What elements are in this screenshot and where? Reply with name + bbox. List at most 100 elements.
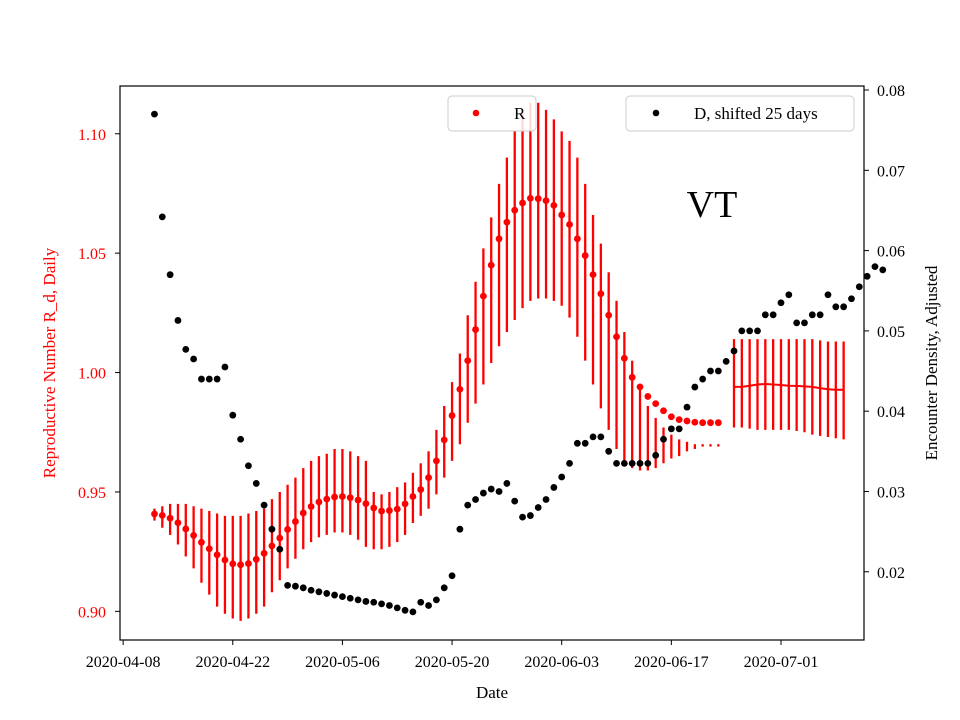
d-series-point	[386, 602, 393, 609]
d-series-point	[754, 327, 761, 335]
d-series-point	[260, 501, 268, 509]
r-series-point	[205, 545, 213, 553]
d-series-point	[174, 317, 182, 324]
d-series-point	[401, 606, 409, 614]
x-tick-label: 2020-04-22	[195, 654, 270, 671]
d-series-point	[660, 435, 667, 443]
d-series-point	[425, 602, 432, 609]
y-right-tick-label: 0.05	[877, 324, 905, 341]
d-series-point	[620, 459, 628, 467]
d-series-point	[840, 303, 848, 311]
r-series-point	[667, 413, 675, 421]
d-series-point	[707, 367, 714, 375]
r-series-point	[346, 494, 354, 502]
y-left-tick-label: 0.90	[78, 604, 106, 621]
y-axis-left-label: Reproductive Number R_d, Daily	[40, 247, 59, 478]
y-left-tick-label: 0.95	[78, 485, 106, 502]
r-series-point	[707, 419, 714, 427]
legend-r-box	[447, 95, 537, 132]
d-series-point	[628, 459, 636, 467]
d-series-point	[566, 459, 573, 467]
d-series-point	[613, 459, 620, 467]
r-series-point	[284, 526, 291, 533]
r-series-point	[448, 412, 456, 419]
r-series-point	[166, 514, 174, 522]
r-series-point	[519, 199, 526, 207]
d-series-point	[268, 525, 276, 533]
d-series-point	[848, 295, 855, 303]
d-series-point	[229, 411, 237, 419]
r-projection-line	[734, 382, 844, 391]
y-left-tick-label: 1.05	[78, 246, 106, 263]
d-series-point	[785, 291, 793, 299]
r-series-point	[432, 457, 440, 465]
d-series-point	[801, 319, 808, 327]
r-series-point	[323, 495, 331, 503]
d-series-point	[432, 596, 440, 604]
r-series-point	[331, 493, 338, 501]
x-tick-label: 2020-06-03	[524, 654, 599, 671]
d-series-point	[370, 598, 378, 606]
d-series-point	[722, 357, 730, 365]
r-series-point	[182, 525, 190, 533]
d-series-point	[589, 433, 597, 441]
r-series-point	[644, 393, 652, 400]
d-series-point	[487, 485, 495, 493]
x-tick-label: 2020-04-08	[86, 654, 161, 671]
r-series-point	[354, 496, 362, 504]
r-series-point	[237, 561, 245, 569]
legend-d-label: D, shifted 25 days	[694, 104, 818, 123]
d-series-point	[346, 594, 354, 602]
r-series-point	[190, 532, 198, 539]
r-series-point	[386, 507, 393, 514]
r-series-point	[589, 271, 597, 279]
d-series-point	[714, 367, 722, 375]
x-tick-label: 2020-07-01	[744, 654, 819, 671]
r-series-point	[268, 542, 276, 550]
d-series-point	[777, 299, 785, 307]
r-series-point	[675, 416, 683, 423]
d-series-point	[237, 435, 245, 443]
d-series-point	[730, 347, 738, 355]
r-series-point	[198, 538, 205, 546]
r-series-point	[487, 261, 495, 269]
y-axis-left: 0.90 0.95 1.00 1.05 1.10	[78, 127, 120, 621]
r-series-point	[542, 197, 550, 205]
r-series-point	[566, 221, 573, 228]
r-series-point	[636, 383, 644, 391]
d-series-point	[863, 272, 871, 280]
x-axis-label: Date	[476, 683, 508, 702]
legend-d-box	[625, 95, 855, 132]
d-series-point	[166, 271, 174, 279]
d-series-point	[683, 403, 691, 411]
r-series-point	[260, 549, 268, 557]
legend-r-marker	[472, 109, 480, 117]
d-series-point	[339, 593, 346, 601]
d-series-point	[205, 375, 213, 383]
d-series-point	[534, 504, 542, 511]
d-series-point	[393, 604, 401, 612]
d-series-point	[550, 484, 558, 491]
d-series-point	[738, 327, 746, 335]
y-right-tick-label: 0.02	[877, 565, 905, 582]
x-tick-label: 2020-06-17	[634, 654, 709, 671]
d-series-point	[644, 459, 652, 467]
x-tick-label: 2020-05-20	[415, 654, 490, 671]
x-tick-label: 2020-05-06	[305, 654, 380, 671]
r-series-point	[472, 326, 479, 333]
d-series-point	[456, 525, 464, 533]
d-series-point	[511, 497, 519, 505]
r-series-point	[550, 201, 558, 209]
y-left-tick-label: 1.00	[78, 366, 106, 383]
y-left-tick-label: 1.10	[78, 127, 106, 144]
d-series-point	[276, 545, 284, 553]
d-series-point	[198, 375, 205, 383]
r-series-point	[299, 509, 307, 517]
d-series-point	[284, 582, 291, 589]
r-series-point	[315, 498, 323, 506]
d-series-point	[519, 513, 526, 521]
plot-area	[151, 102, 887, 621]
r-series-point	[378, 507, 385, 515]
r-series-point	[511, 206, 519, 214]
d-series-point	[292, 582, 299, 590]
